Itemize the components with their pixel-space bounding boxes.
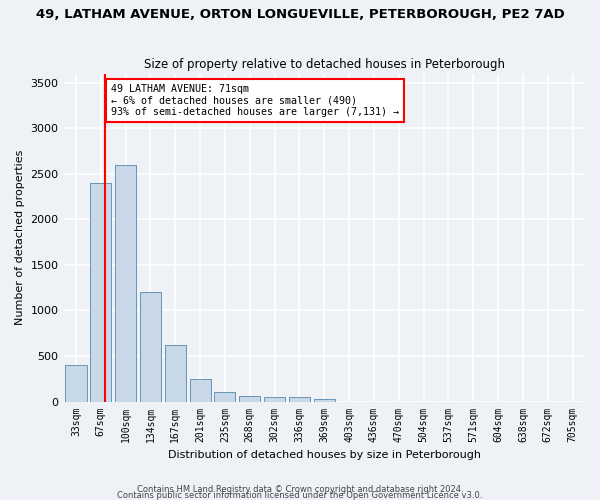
- Bar: [115, 164, 136, 402]
- Bar: [214, 392, 235, 402]
- Bar: [264, 396, 285, 402]
- Bar: [90, 183, 112, 402]
- Title: Size of property relative to detached houses in Peterborough: Size of property relative to detached ho…: [144, 58, 505, 71]
- Text: 49 LATHAM AVENUE: 71sqm
← 6% of detached houses are smaller (490)
93% of semi-de: 49 LATHAM AVENUE: 71sqm ← 6% of detached…: [112, 84, 400, 117]
- Y-axis label: Number of detached properties: Number of detached properties: [15, 150, 25, 325]
- Bar: [289, 396, 310, 402]
- Bar: [314, 399, 335, 402]
- Bar: [165, 345, 186, 402]
- Text: Contains HM Land Registry data © Crown copyright and database right 2024.: Contains HM Land Registry data © Crown c…: [137, 484, 463, 494]
- Bar: [239, 396, 260, 402]
- X-axis label: Distribution of detached houses by size in Peterborough: Distribution of detached houses by size …: [168, 450, 481, 460]
- Text: Contains public sector information licensed under the Open Government Licence v3: Contains public sector information licen…: [118, 490, 482, 500]
- Bar: [65, 365, 86, 402]
- Bar: [190, 379, 211, 402]
- Bar: [140, 292, 161, 402]
- Text: 49, LATHAM AVENUE, ORTON LONGUEVILLE, PETERBOROUGH, PE2 7AD: 49, LATHAM AVENUE, ORTON LONGUEVILLE, PE…: [35, 8, 565, 20]
